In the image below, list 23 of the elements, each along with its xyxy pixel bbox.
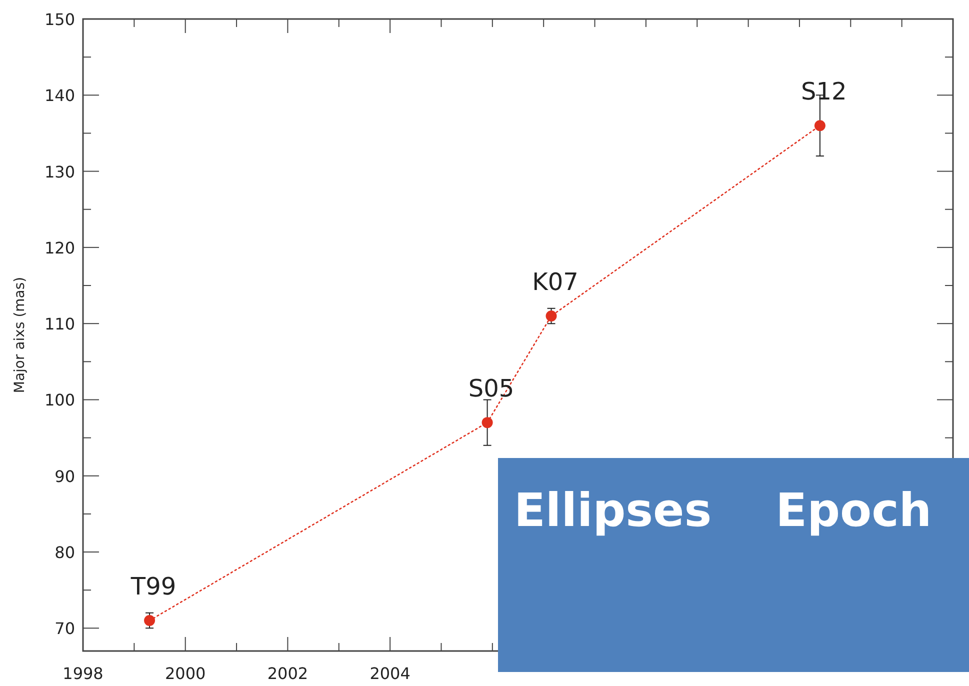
- x-tick-label: 2004: [370, 664, 410, 683]
- y-tick-label: 90: [54, 466, 75, 486]
- x-tick-label: 1998: [62, 664, 104, 683]
- y-tick-label: 80: [54, 543, 75, 562]
- annotation: S12: [801, 78, 847, 106]
- y-tick-label: 140: [44, 86, 75, 106]
- y-tick-label: 150: [44, 10, 75, 29]
- y-axis-title: Major aixs (mas): [12, 276, 28, 394]
- point: [546, 310, 557, 322]
- point: [482, 417, 493, 428]
- annotation: S05: [468, 374, 514, 403]
- point: [814, 120, 826, 132]
- y-tick-label: 100: [44, 390, 75, 410]
- y-tick-label: 70: [54, 619, 75, 638]
- x-tick-label: 2000: [164, 664, 206, 683]
- annotation: T99: [130, 572, 176, 601]
- y-tick-label: 120: [44, 238, 75, 258]
- annotation: Ellipses Epoch: [514, 483, 932, 537]
- point: [144, 615, 156, 626]
- x-tick-label: 2002: [267, 664, 308, 683]
- y-tick-label: 130: [44, 162, 75, 182]
- annotation: K07: [532, 268, 578, 296]
- y-tick-label: 110: [44, 314, 75, 334]
